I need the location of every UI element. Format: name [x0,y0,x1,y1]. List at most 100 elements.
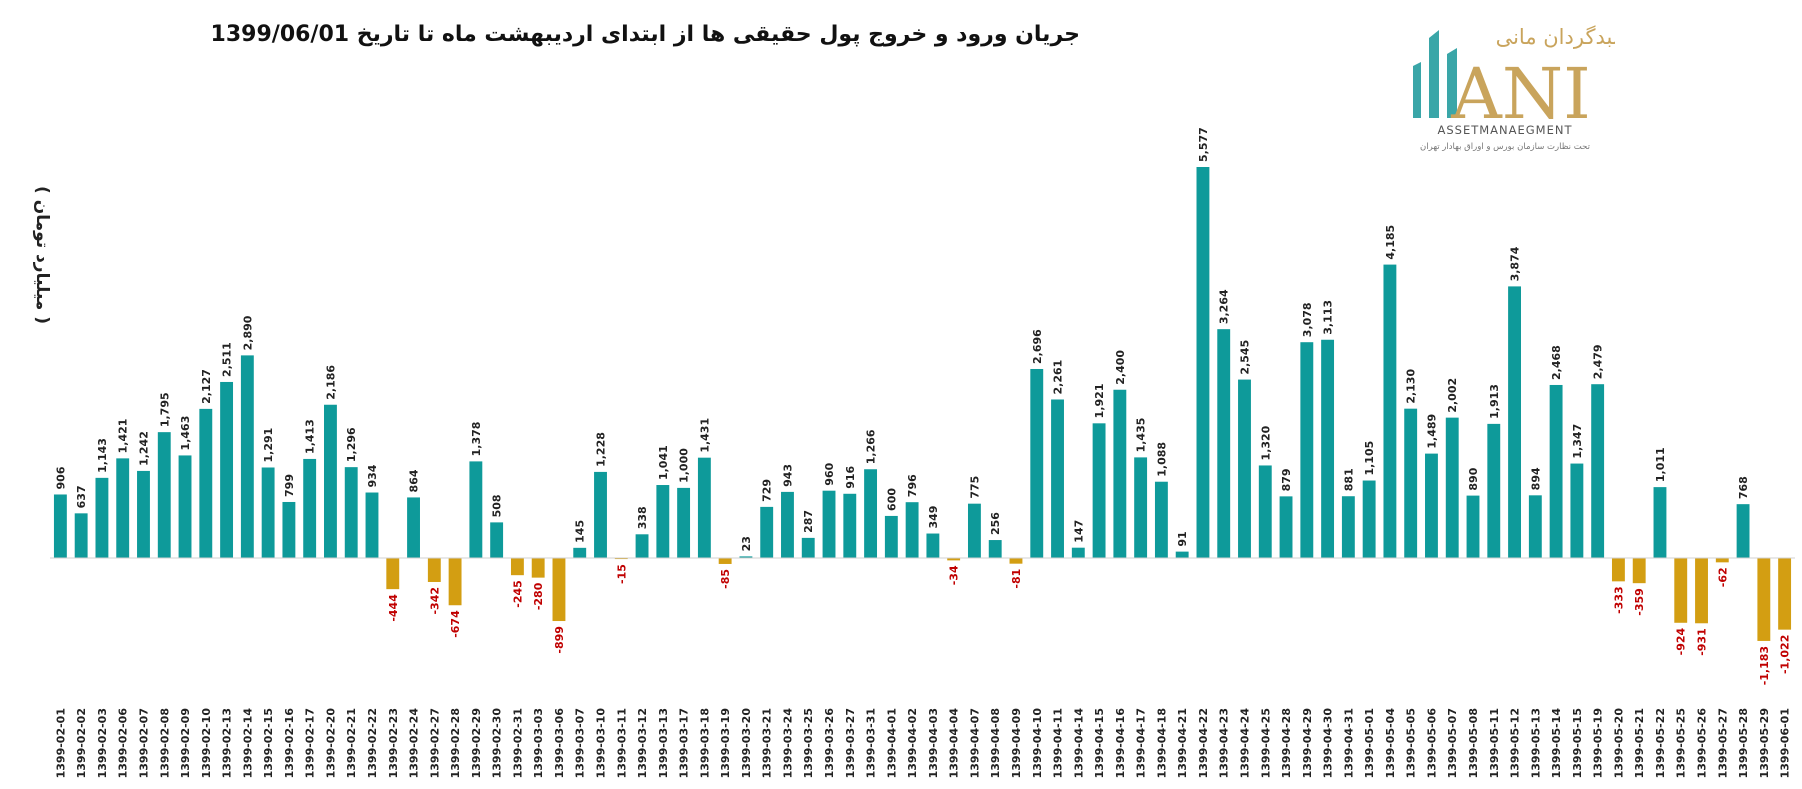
data-label: 1,413 [304,419,317,454]
data-label: 1,921 [1093,384,1106,419]
bar [1300,342,1314,558]
category-tick-label: 1399-05-04 [1384,708,1397,779]
category-tick-label: 1399-03-10 [595,708,608,779]
category-tick-label: 1399-05-22 [1654,708,1667,778]
bar [1487,423,1501,558]
category-tick-label: 1399-04-03 [927,708,940,778]
bar [1736,504,1750,558]
data-label: 3,078 [1301,302,1314,337]
category-tick-label: 1399-05-29 [1758,708,1771,778]
data-label: -81 [1010,569,1023,589]
category-tick-label: 1399-04-01 [885,708,898,778]
data-label: 796 [906,474,919,497]
chart-title: جریان ورود و خروج پول حقیقی ها از ابتدای… [210,22,1080,47]
data-label: 1,291 [262,428,275,463]
category-tick-label: 1399-03-26 [823,708,836,779]
data-label: 768 [1737,476,1750,499]
category-tick-label: 1399-04-21 [1176,708,1189,778]
data-label: 864 [408,469,421,492]
data-label: 1,435 [1135,418,1148,453]
category-tick-label: 1399-03-11 [615,708,628,778]
bar [137,470,150,558]
data-label: -245 [511,580,524,608]
data-label: 508 [491,494,504,517]
data-label: 3,874 [1509,246,1522,281]
bar [261,467,275,558]
bar [781,491,794,558]
bar [1009,558,1023,564]
category-tick-label: 1399-02-13 [221,708,234,778]
bar [552,558,566,622]
category-tick-label: 1399-03-25 [802,708,815,778]
category-tick-label: 1399-03-03 [532,708,545,778]
data-label: -444 [387,594,400,622]
data-label: 960 [823,462,836,485]
category-tick-label: 1399-04-17 [1135,708,1148,778]
bar [1570,463,1584,558]
data-label: 1,000 [678,448,691,483]
category-tick-label: 1399-05-28 [1737,708,1750,778]
bar [531,558,545,578]
category-tick-label: 1399-05-05 [1405,708,1418,778]
bar [1258,465,1272,558]
bar [1175,551,1189,558]
bar [1674,558,1688,623]
bar [614,558,628,560]
data-label: 2,479 [1592,344,1605,379]
bar [199,408,213,558]
category-tick-label: 1399-02-06 [117,708,130,779]
data-label: -34 [948,565,961,585]
category-tick-label: 1399-03-20 [740,708,753,779]
bar [344,467,358,558]
data-label: -674 [449,610,462,638]
category-tick-label: 1399-05-14 [1550,708,1563,779]
data-label: 1,320 [1259,425,1272,460]
category-tick-label: 1399-02-03 [96,708,109,778]
category-tick-label: 1399-05-20 [1612,708,1625,779]
category-tick-label: 1399-02-24 [408,708,421,779]
data-label: 799 [283,474,296,497]
category-tick-label: 1399-05-26 [1696,708,1709,779]
category-tick-label: 1399-03-12 [636,708,649,778]
data-label: 2,130 [1405,369,1418,404]
bar [178,455,192,558]
bar [1404,408,1418,558]
bar [801,537,815,558]
bar [1778,558,1792,630]
bar [718,558,732,564]
bar [1445,417,1459,558]
data-label: 145 [574,520,587,543]
data-label: 906 [54,466,67,489]
category-tick-label: 1399-05-21 [1633,708,1646,778]
bar [365,492,379,558]
data-label: 5,577 [1197,127,1210,162]
bar [1383,264,1397,558]
bar [1508,286,1521,558]
category-tick-label: 1399-04-23 [1218,708,1231,778]
data-label: 1,105 [1363,441,1376,476]
bar [240,355,254,558]
data-label: -899 [553,626,566,654]
data-label: 2,545 [1238,340,1251,375]
category-tick-label: 1399-02-27 [428,708,441,778]
category-tick-label: 1399-02-22 [366,708,379,778]
bar [988,540,1002,558]
data-label: -1,183 [1758,646,1771,685]
bar [407,497,420,558]
bar [490,522,504,558]
logo-latin-name: ANI [1450,53,1590,135]
category-tick-label: 1399-03-06 [553,708,566,779]
data-label: 1,431 [698,418,711,453]
bar [697,457,711,558]
bar [656,485,670,558]
data-label: 775 [968,476,981,499]
category-tick-label: 1399-04-11 [1052,708,1065,778]
bars-group [53,167,1792,641]
data-label: 894 [1529,467,1542,490]
logo-persian-name: سبدگردان مانی [1496,25,1615,49]
data-label: 349 [927,506,940,529]
data-label: 1,088 [1155,442,1168,477]
category-tick-label: 1399-03-17 [678,708,691,778]
category-tick-label: 1399-02-15 [262,708,275,778]
data-label: 256 [989,512,1002,535]
